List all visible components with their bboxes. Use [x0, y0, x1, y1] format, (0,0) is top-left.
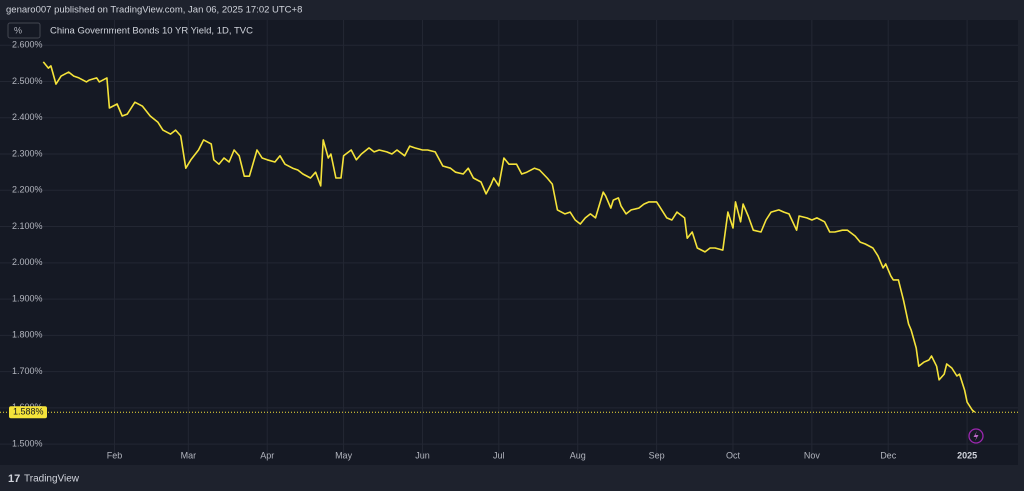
x-tick-label: 2025 [957, 450, 977, 460]
x-tick-label: Sep [649, 450, 665, 460]
x-tick-label: Jun [415, 450, 430, 460]
unit-button[interactable] [7, 22, 41, 39]
chart-title: China Government Bonds 10 YR Yield, 1D, … [50, 26, 253, 37]
x-tick-label: Jul [493, 450, 505, 460]
price-label: 1.588% [13, 407, 44, 417]
y-tick-label: 1.500% [12, 438, 43, 448]
y-tick-label: 2.500% [12, 76, 43, 86]
price-label-box [9, 406, 47, 419]
x-tick-label: Feb [107, 450, 123, 460]
published-note: genaro007 published on TradingView.com, … [6, 5, 302, 16]
x-tick-label: Nov [804, 450, 821, 460]
grid: 1.500%1.600%1.700%1.800%1.900%2.000%2.10… [0, 20, 1018, 460]
y-tick-label: 1.900% [12, 293, 43, 303]
y-tick-label: 2.600% [12, 40, 43, 50]
x-tick-label: Mar [181, 450, 197, 460]
x-tick-label: Apr [260, 450, 274, 460]
y-tick-label: 1.700% [12, 366, 43, 376]
y-tick-label: 2.100% [12, 221, 43, 231]
x-tick-label: May [335, 450, 353, 460]
tv-logo-mark: 17 [8, 473, 20, 485]
x-tick-label: Oct [726, 450, 741, 460]
x-tick-label: Aug [570, 450, 586, 460]
x-tick-label: Dec [880, 450, 897, 460]
alert-bolt [973, 431, 979, 441]
plot: 1.588% [0, 61, 1018, 419]
unit-label: % [14, 25, 22, 35]
y-tick-label: 2.000% [12, 257, 43, 267]
alert-icon[interactable] [968, 428, 984, 444]
y-tick-label: 2.400% [12, 112, 43, 122]
plot-background [0, 20, 1018, 465]
y-tick-label: 2.300% [12, 148, 43, 158]
brand: TradingView [24, 474, 80, 485]
y-tick-label: 2.200% [12, 185, 43, 195]
y-tick-label: 1.800% [12, 330, 43, 340]
yield-line [42, 61, 976, 413]
